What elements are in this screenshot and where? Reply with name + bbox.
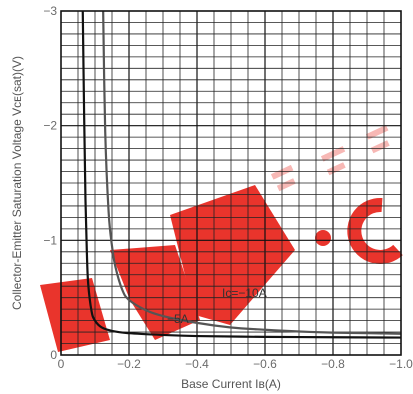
y-tick-label: −2	[43, 119, 57, 133]
x-tick-label: 0	[58, 357, 65, 371]
y-tick-label: −3	[43, 4, 57, 18]
x-tick-label: −0.4	[185, 357, 209, 371]
series-line-5a	[81, 10, 402, 339]
series-line-ic-10a	[102, 10, 402, 335]
plot-frame	[60, 10, 402, 356]
tick-labels: 0 −0.2 −0.4 −0.6 −0.8 −1.0 0 −1 −2 −3	[43, 4, 413, 371]
x-tick-label: −0.8	[321, 357, 345, 371]
x-tick-label: −1.0	[389, 357, 413, 371]
series-label-5a: −5A	[167, 312, 189, 326]
y-axis-title: Collector-Emitter Saturation Voltage Vᴄᴇ…	[10, 56, 24, 310]
y-tick-label: 0	[50, 348, 57, 362]
y-tick-label: −1	[43, 233, 57, 247]
watermark-shape-d	[40, 278, 110, 352]
watermark-c	[347, 197, 403, 264]
grid	[61, 11, 401, 355]
watermark-shape-w-right	[170, 185, 295, 325]
series-label-ic-10a: Ic=−10A	[222, 286, 267, 300]
x-tick-label: −0.2	[117, 357, 141, 371]
watermark-shape-w-left	[110, 245, 200, 340]
watermark	[40, 124, 403, 352]
x-axis-title: Base Current Iʙ(A)	[181, 377, 281, 391]
series-curves	[81, 10, 402, 339]
watermark-dot	[315, 230, 331, 246]
x-tick-label: −0.6	[253, 357, 277, 371]
